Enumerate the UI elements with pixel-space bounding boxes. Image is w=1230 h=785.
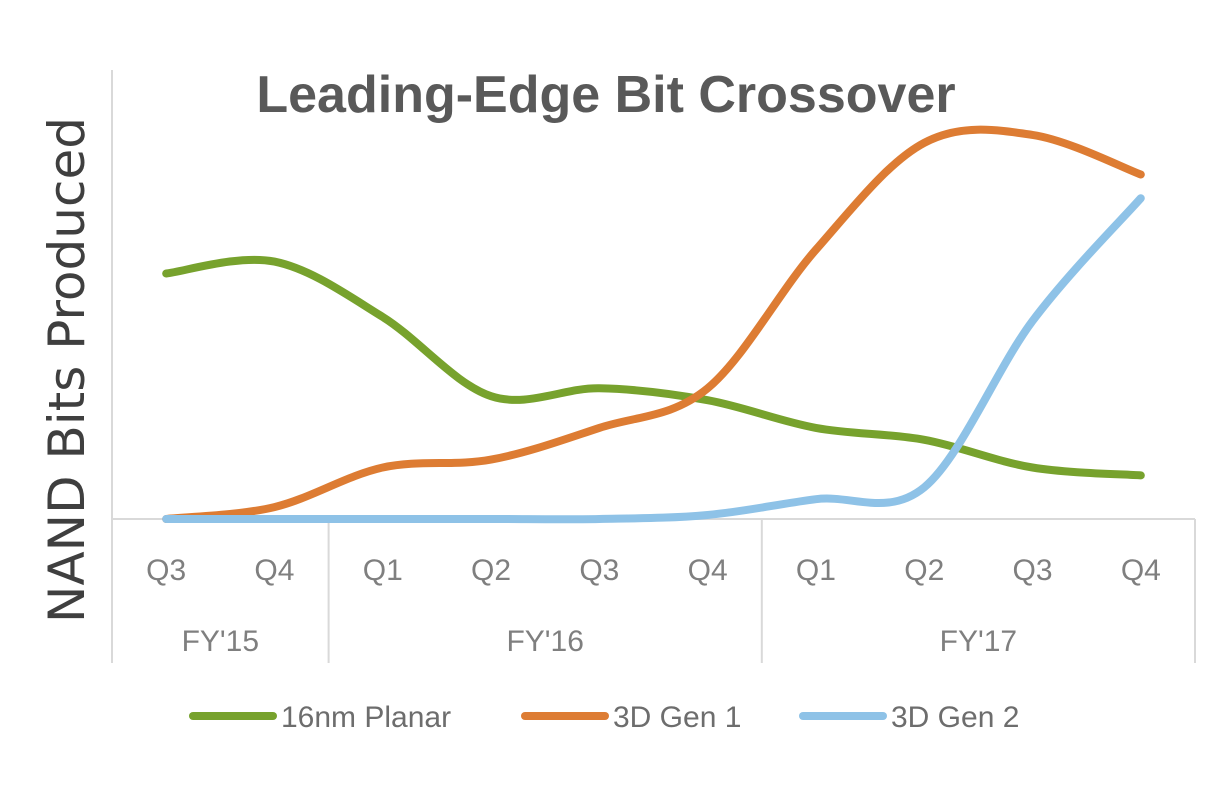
fiscal-year-labels: FY'15 FY'16 FY'17 xyxy=(182,625,1018,658)
chart-title: Leading-Edge Bit Crossover xyxy=(256,66,955,124)
legend: 16nm Planar 3D Gen 1 3D Gen 2 xyxy=(189,701,1019,734)
quarter-tick-label: Q2 xyxy=(904,554,944,587)
legend-label: 3D Gen 1 xyxy=(613,701,741,734)
series-line-3d-gen-2 xyxy=(162,194,1145,524)
legend-label: 3D Gen 2 xyxy=(891,701,1019,734)
quarter-tick-label: Q3 xyxy=(1013,554,1053,587)
quarter-tick-label: Q3 xyxy=(579,554,619,587)
series-line-16nm-planar xyxy=(162,255,1145,480)
series-lines xyxy=(162,125,1145,524)
quarter-tick-label: Q4 xyxy=(1121,554,1161,587)
fiscal-year-dividers xyxy=(327,519,763,663)
quarter-tick-label: Q4 xyxy=(254,554,294,587)
quarter-tick-label: Q2 xyxy=(471,554,511,587)
quarter-tick-label: Q3 xyxy=(146,554,186,587)
quarter-tick-label: Q1 xyxy=(796,554,836,587)
fiscal-year-label: FY'17 xyxy=(940,625,1017,658)
fiscal-year-label: FY'15 xyxy=(182,625,259,658)
quarter-tick-label: Q1 xyxy=(363,554,403,587)
legend-label: 16nm Planar xyxy=(281,701,451,734)
quarter-tick-label: Q4 xyxy=(688,554,728,587)
series-line-3d-gen-1 xyxy=(162,125,1145,523)
fiscal-year-label: FY'16 xyxy=(506,625,583,658)
quarter-tick-labels: Q3 Q4 Q1 Q2 Q3 Q4 Q1 Q2 Q3 Q4 xyxy=(146,554,1161,587)
y-axis-label: NAND Bits Produced xyxy=(38,117,96,623)
